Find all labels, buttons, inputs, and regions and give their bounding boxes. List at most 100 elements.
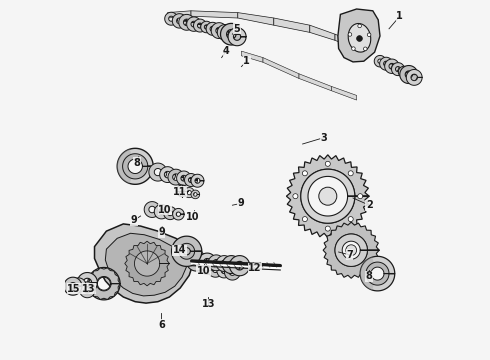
Polygon shape [217,24,233,40]
Polygon shape [200,260,215,274]
Polygon shape [122,154,148,179]
Polygon shape [222,256,240,274]
Polygon shape [88,267,120,300]
Polygon shape [263,58,299,78]
Circle shape [302,171,307,176]
Text: 9: 9 [131,215,138,225]
Polygon shape [117,148,153,184]
Polygon shape [360,256,395,291]
Polygon shape [208,255,224,271]
Circle shape [348,33,352,36]
Polygon shape [374,55,386,67]
Circle shape [352,47,355,50]
Polygon shape [335,234,368,266]
Polygon shape [191,174,204,187]
Text: 9: 9 [237,198,244,208]
Circle shape [293,194,298,199]
Polygon shape [164,207,176,220]
Polygon shape [217,264,231,278]
Circle shape [358,194,363,199]
Polygon shape [176,171,191,185]
Polygon shape [79,282,95,298]
Polygon shape [366,262,389,285]
Text: 13: 13 [201,299,215,309]
Polygon shape [338,9,380,62]
Polygon shape [335,34,353,48]
Polygon shape [125,241,170,286]
Text: 12: 12 [248,263,262,273]
Polygon shape [198,253,216,271]
Polygon shape [172,14,187,28]
Polygon shape [168,11,191,18]
Polygon shape [323,222,379,278]
Polygon shape [331,86,357,100]
Polygon shape [301,169,355,223]
Circle shape [302,217,307,222]
Polygon shape [406,69,422,85]
Text: 4: 4 [223,46,230,56]
Polygon shape [211,23,227,39]
Polygon shape [400,66,418,84]
Polygon shape [385,59,399,73]
Polygon shape [93,273,115,294]
Polygon shape [208,261,223,277]
Polygon shape [274,18,310,32]
Text: 15: 15 [67,284,81,294]
Circle shape [176,185,188,197]
Polygon shape [165,12,178,25]
Circle shape [348,217,353,222]
Polygon shape [380,57,392,70]
Polygon shape [194,19,206,32]
Polygon shape [206,22,219,35]
Polygon shape [117,149,133,184]
Polygon shape [299,74,331,91]
Circle shape [325,226,330,231]
Polygon shape [392,63,404,76]
Text: 6: 6 [158,320,165,330]
Polygon shape [191,11,238,18]
Text: 8: 8 [366,271,372,282]
Polygon shape [186,251,206,271]
Polygon shape [172,236,202,266]
Polygon shape [286,155,369,238]
Polygon shape [310,25,335,40]
Polygon shape [149,163,167,181]
Polygon shape [72,278,86,292]
Polygon shape [168,169,184,185]
Polygon shape [242,51,263,62]
Polygon shape [224,264,240,280]
Text: 2: 2 [366,200,372,210]
Polygon shape [105,233,187,296]
Circle shape [325,161,330,166]
Polygon shape [144,202,160,217]
Polygon shape [360,257,375,290]
Circle shape [348,171,353,176]
Polygon shape [179,14,195,30]
Text: 14: 14 [173,245,186,255]
Polygon shape [398,66,410,78]
Polygon shape [172,208,184,220]
Polygon shape [64,277,82,295]
Text: 5: 5 [234,24,241,34]
Polygon shape [201,21,212,33]
Polygon shape [229,256,250,276]
Polygon shape [88,268,120,300]
Text: 1: 1 [244,56,250,66]
Circle shape [358,24,362,28]
Text: 10: 10 [186,212,199,222]
Text: 9: 9 [158,227,165,237]
Polygon shape [179,243,195,259]
Ellipse shape [348,23,371,52]
Text: 13: 13 [82,284,95,294]
Circle shape [364,47,367,51]
Text: 10: 10 [197,266,210,276]
Polygon shape [184,188,194,198]
Text: 10: 10 [158,204,172,215]
Circle shape [319,187,337,205]
Circle shape [368,33,371,37]
Polygon shape [154,204,169,219]
Polygon shape [191,190,199,199]
Polygon shape [95,224,194,303]
Polygon shape [77,273,98,293]
Text: 3: 3 [321,132,328,143]
